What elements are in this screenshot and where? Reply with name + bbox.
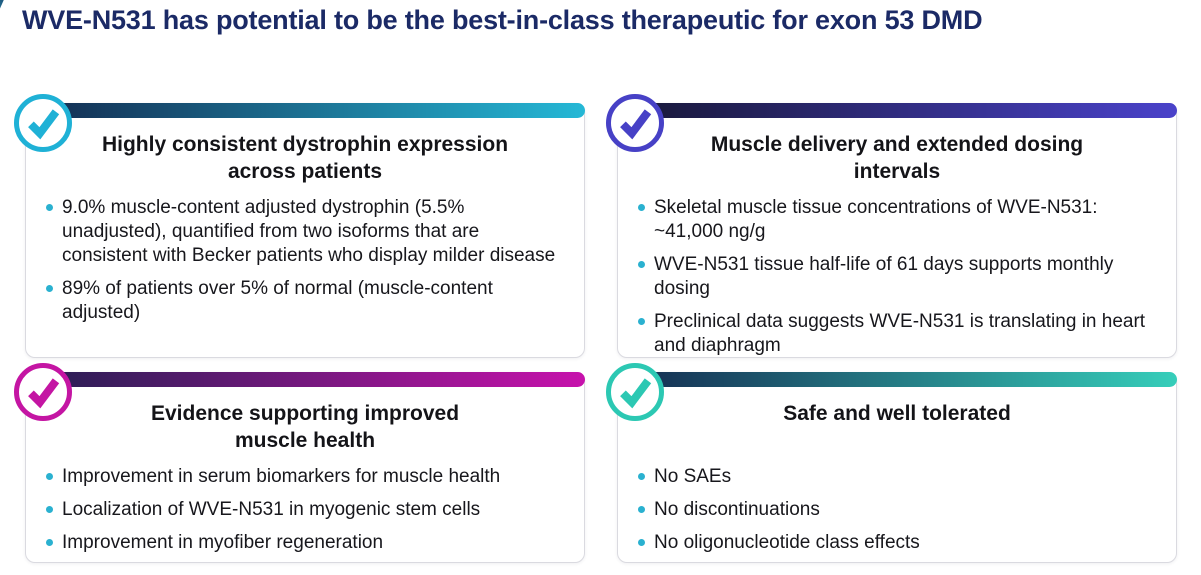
bullet-item: Improvement in myofiber regeneration [44, 531, 568, 555]
check-icon [620, 378, 652, 409]
bullet-item: Skeletal muscle tissue concentrations of… [636, 196, 1160, 244]
card-heading: Safe and well tolerated [783, 402, 1011, 425]
bullet-item: No SAEs [636, 465, 1160, 489]
bullet-item: Preclinical data suggests WVE-N531 is tr… [636, 310, 1160, 358]
page-title: WVE-N531 has potential to be the best-in… [22, 5, 983, 35]
check-badge [606, 363, 664, 421]
bullet-item: Localization of WVE-N531 in myogenic ste… [44, 498, 568, 522]
card-heading: Evidence supporting improved muscle heal… [150, 402, 460, 453]
card-heading: Highly consistent dystrophin expression … [101, 133, 509, 184]
logo-swoosh-fragment [0, 0, 7, 32]
bullet-item: No oligonucleotide class effects [636, 531, 1160, 555]
gradient-bar [617, 372, 1177, 387]
bullet-list: No SAEs No discontinuations No oligonucl… [636, 465, 1160, 555]
gradient-bar [617, 103, 1177, 118]
bullet-list: Improvement in serum biomarkers for musc… [44, 465, 568, 555]
bullet-item: Improvement in serum biomarkers for musc… [44, 465, 568, 489]
gradient-bar [25, 103, 585, 118]
card-muscle-delivery: Muscle delivery and extended dosing inte… [606, 94, 1177, 358]
card-grid: Highly consistent dystrophin expression … [14, 94, 1177, 563]
bullet-item: 89% of patients over 5% of normal (muscl… [44, 277, 568, 325]
check-badge [606, 94, 664, 152]
card-heading: Muscle delivery and extended dosing inte… [710, 133, 1084, 184]
check-icon [28, 109, 60, 140]
card-safety: Safe and well tolerated No SAEs No disco… [606, 363, 1177, 563]
check-badge [14, 363, 72, 421]
check-icon [28, 378, 60, 409]
bullet-list: 9.0% muscle-content adjusted dystrophin … [44, 196, 568, 325]
gradient-bar [25, 372, 585, 387]
bullet-list: Skeletal muscle tissue concentrations of… [636, 196, 1160, 358]
bullet-item: 9.0% muscle-content adjusted dystrophin … [44, 196, 568, 268]
check-icon [620, 109, 652, 140]
bullet-item: No discontinuations [636, 498, 1160, 522]
check-badge [14, 94, 72, 152]
card-dystrophin-expression: Highly consistent dystrophin expression … [14, 94, 585, 358]
bullet-item: WVE-N531 tissue half-life of 61 days sup… [636, 253, 1160, 301]
card-muscle-health-evidence: Evidence supporting improved muscle heal… [14, 363, 585, 563]
